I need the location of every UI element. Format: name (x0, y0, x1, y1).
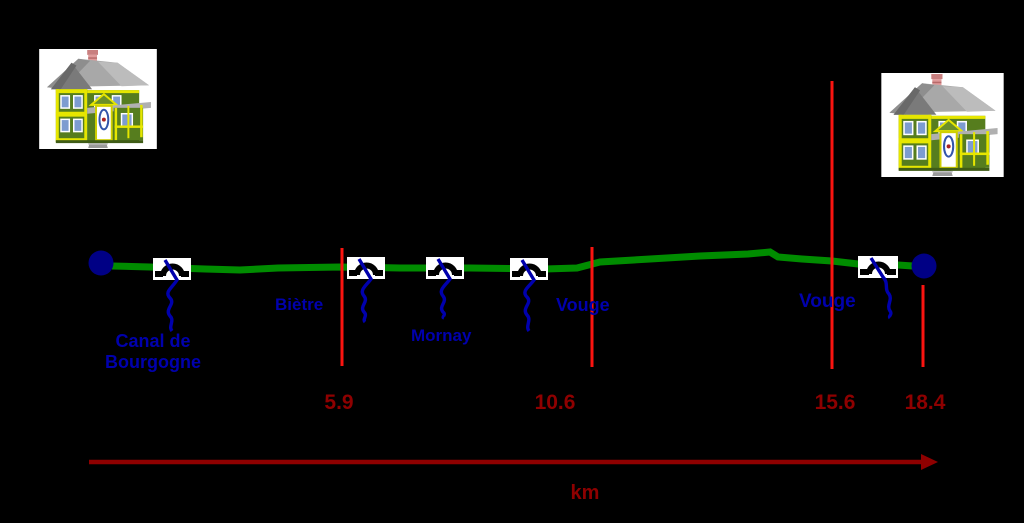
river-squiggle (436, 258, 453, 320)
bridge-icon (858, 256, 898, 278)
start-dot (88, 250, 114, 276)
river-label-vouge-1: Vouge (556, 295, 610, 315)
river-squiggle (357, 258, 374, 324)
river-label-bietre: Biètre (275, 295, 324, 314)
river-label-canal-de-bourgogne: Canal de Bourgogne (105, 331, 201, 372)
river-squiggle (520, 259, 537, 333)
route-line (111, 248, 914, 274)
distance-value-4: 18.4 (904, 391, 946, 414)
km-axis-label: km (570, 482, 600, 504)
river-squiggle (869, 257, 893, 320)
end-dot (911, 253, 937, 279)
bridge-icon (426, 257, 464, 279)
river-label-mornay: Mornay (411, 326, 472, 345)
river-label-vouge-2: Vouge (799, 291, 856, 312)
river-squiggle (163, 259, 179, 333)
distance-value-1: 5.9 (324, 391, 354, 414)
km-axis-arrow (89, 454, 938, 470)
distance-value-2: 10.6 (534, 391, 576, 414)
distance-value-3: 15.6 (814, 391, 856, 414)
